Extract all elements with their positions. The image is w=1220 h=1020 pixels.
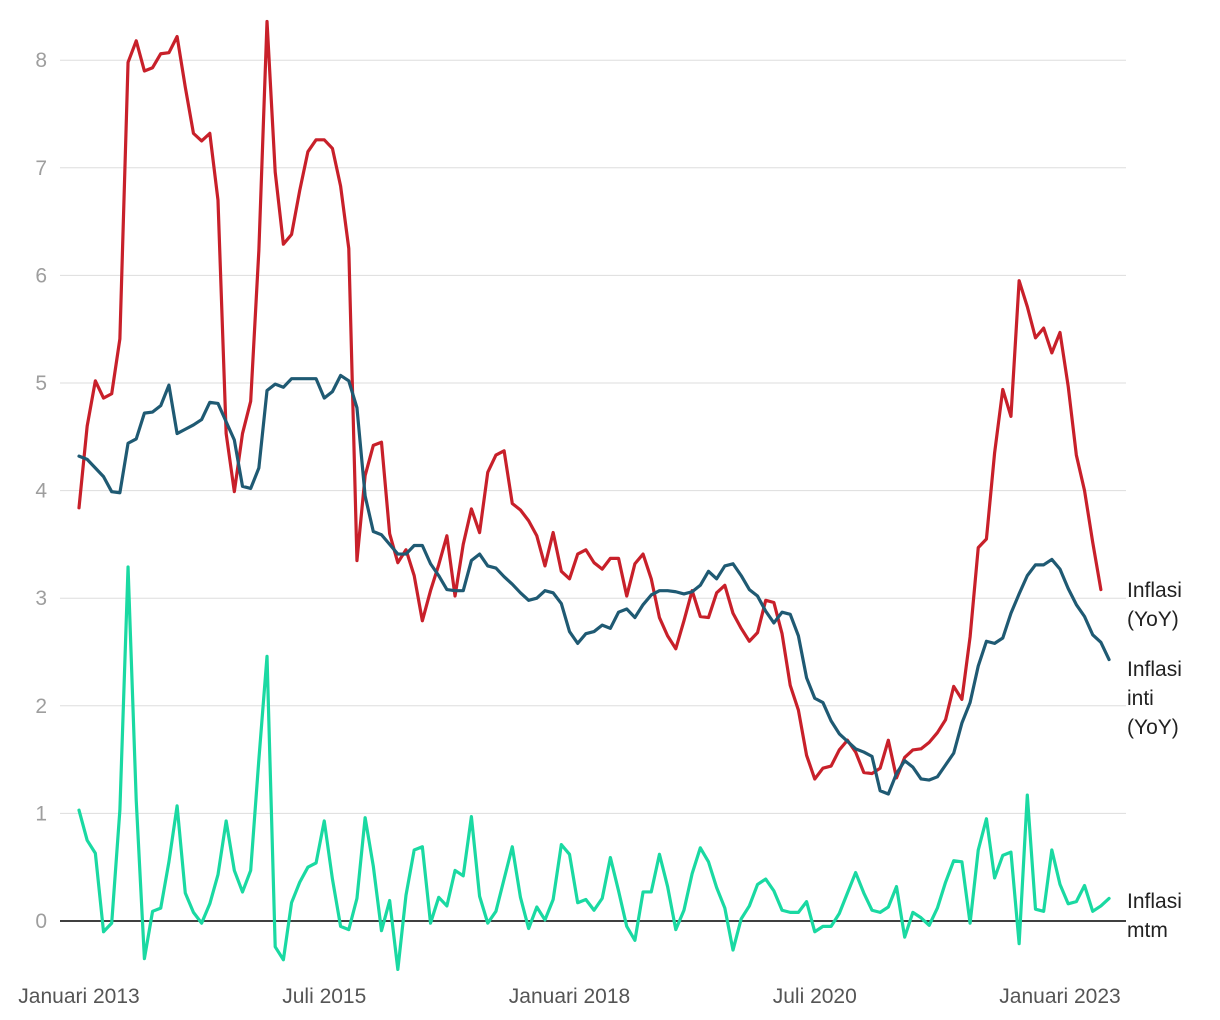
series-label-core-line-1: inti xyxy=(1127,687,1154,710)
y-tick-label-4: 4 xyxy=(35,480,47,503)
series-label-yoy-line-0: Inflasi xyxy=(1127,579,1182,602)
y-tick-label-0: 0 xyxy=(35,910,47,933)
x-tick-label-2: Januari 2018 xyxy=(509,985,630,1008)
y-tick-label-3: 3 xyxy=(35,587,47,610)
series-line-yoy xyxy=(77,19,1103,781)
x-tick-label-1: Juli 2015 xyxy=(282,985,366,1008)
y-tick-label-1: 1 xyxy=(35,802,47,825)
y-tick-label-8: 8 xyxy=(35,49,47,72)
series-line-core xyxy=(77,373,1111,796)
series-label-core-line-2: (YoY) xyxy=(1127,716,1179,739)
series-lines xyxy=(77,19,1111,972)
x-tick-label-0: Januari 2013 xyxy=(18,985,139,1008)
y-tick-label-6: 6 xyxy=(35,264,47,287)
x-tick-label-4: Januari 2023 xyxy=(999,985,1120,1008)
gridlines xyxy=(60,59,1126,922)
y-tick-label-2: 2 xyxy=(35,695,47,718)
series-label-yoy-line-1: (YoY) xyxy=(1127,608,1179,631)
series-label-mtm-line-1: mtm xyxy=(1127,919,1168,942)
y-axis-ticks: 0 1 2 3 4 5 6 7 8 xyxy=(35,49,47,933)
y-tick-label-7: 7 xyxy=(35,157,47,180)
series-label-mtm: Inflasi mtm xyxy=(1127,890,1182,942)
x-axis-ticks: Januari 2013 Juli 2015 Januari 2018 Juli 20… xyxy=(18,985,1120,1008)
series-labels: Inflasi (YoY) Inflasi inti (YoY) Inflasi mtm xyxy=(1127,579,1182,942)
series-label-core-line-0: Inflasi xyxy=(1127,658,1182,681)
series-label-core: Inflasi inti (YoY) xyxy=(1127,658,1182,739)
series-label-yoy: Inflasi (YoY) xyxy=(1127,579,1182,631)
y-tick-label-5: 5 xyxy=(35,372,47,395)
series-line-mtm xyxy=(77,565,1111,972)
x-tick-label-3: Juli 2020 xyxy=(773,985,857,1008)
series-label-mtm-line-0: Inflasi xyxy=(1127,890,1182,913)
